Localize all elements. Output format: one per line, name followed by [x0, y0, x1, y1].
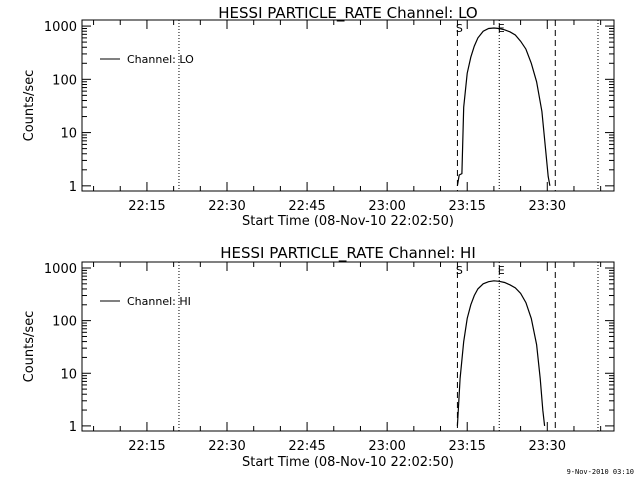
- x-tick-label: 22:45: [288, 439, 325, 454]
- x-tick-label: 23:15: [448, 439, 485, 454]
- series-line: [456, 280, 546, 426]
- time-marker-label: E: [498, 264, 505, 277]
- y-tick-label: 100: [52, 73, 77, 88]
- y-tick-label: 1: [69, 420, 77, 435]
- x-tick-label: 22:15: [128, 439, 165, 454]
- time-marker-label: S: [456, 264, 463, 277]
- x-tick-label: 23:30: [529, 199, 566, 214]
- chart-panel-1: HESSI PARTICLE_RATE Channel: LO Counts/se…: [22, 4, 615, 229]
- x-axis-label: Start Time (08-Nov-10 22:02:50): [242, 455, 454, 470]
- chart-title: HESSI PARTICLE_RATE Channel: HI: [220, 244, 476, 263]
- y-tick-label: 100: [52, 315, 77, 330]
- x-tick-label: 22:45: [288, 199, 325, 214]
- x-axis-label: Start Time (08-Nov-10 22:02:50): [242, 214, 454, 229]
- x-tick-label: 23:30: [529, 439, 566, 454]
- y-tick-label: 10: [60, 367, 77, 382]
- x-tick-label: 23:00: [368, 439, 405, 454]
- timestamp-stamp: 9-Nov-2010 03:10: [566, 468, 634, 476]
- x-tick-label: 23:15: [448, 199, 485, 214]
- y-tick-label: 1000: [44, 262, 77, 277]
- y-axis-label: Counts/sec: [22, 70, 37, 142]
- plot-frame: [81, 19, 615, 192]
- x-tick-label: 23:00: [368, 199, 405, 214]
- plot-frame: [81, 261, 615, 432]
- chart-title: HESSI PARTICLE_RATE Channel: LO: [218, 4, 477, 23]
- series-line: [456, 27, 551, 186]
- chart-panel-2: HESSI PARTICLE_RATE Channel: HI Counts/se…: [22, 244, 615, 470]
- legend-label: Channel: LO: [127, 53, 194, 66]
- x-tick-label: 22:15: [128, 199, 165, 214]
- y-axis-label: Counts/sec: [22, 311, 37, 383]
- legend-label: Channel: HI: [127, 295, 191, 308]
- x-tick-label: 22:30: [208, 199, 245, 214]
- time-marker-label: S: [456, 22, 463, 35]
- y-tick-label: 10: [60, 127, 77, 142]
- y-tick-label: 1000: [44, 20, 77, 35]
- x-tick-label: 22:30: [208, 439, 245, 454]
- y-tick-label: 1: [69, 180, 77, 195]
